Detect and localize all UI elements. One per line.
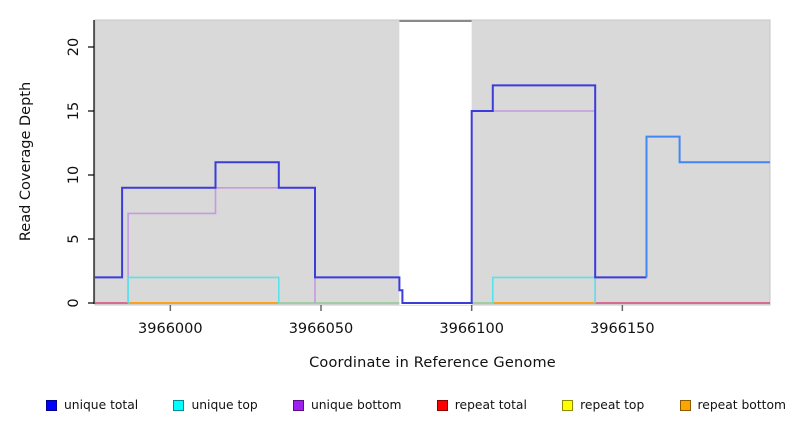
legend-label: unique top (191, 398, 258, 412)
y-tick-label: 0 (66, 298, 82, 307)
series-unique-top-right (491, 276, 597, 303)
legend-item-unique-bottom: unique bottom (292, 398, 402, 412)
chart-legend: unique total unique top unique bottom repea… (46, 398, 786, 412)
legend-swatch-icon (46, 399, 57, 411)
legend-label: unique bottom (310, 398, 402, 412)
y-tick-label: 20 (66, 38, 82, 56)
legend-label: repeat top (580, 398, 645, 412)
gap-band (399, 20, 472, 305)
series-unique-top-left (127, 276, 280, 303)
x-tick-label: 3966000 (138, 321, 203, 337)
legend-swatch-icon (562, 399, 574, 411)
legend-item-repeat-total: repeat total (436, 398, 527, 412)
legend-swatch-icon (679, 399, 691, 411)
x-axis-title: Coordinate in Reference Genome (309, 355, 556, 371)
legend-item-repeat-bottom: repeat bottom (679, 398, 786, 412)
y-tick-label: 5 (66, 234, 82, 243)
series-unique-total-far-right (645, 135, 770, 278)
x-tick-label: 3966050 (289, 321, 354, 337)
legend-item-repeat-top: repeat top (562, 398, 644, 412)
legend-item-unique-total: unique total (46, 398, 138, 412)
y-tick-label: 15 (66, 102, 82, 120)
plot-area: 0 5 10 15 20 Read Coverage Depth 3966000 396605… (18, 19, 771, 337)
legend-swatch-icon (436, 399, 448, 411)
legend-label: repeat bottom (697, 398, 786, 412)
legend-label: unique total (64, 398, 139, 412)
x-tick-label: 3966150 (590, 321, 655, 337)
y-tick-label: 10 (66, 166, 82, 184)
legend-item-unique-top: unique top (173, 398, 258, 412)
series-unique-total-main (95, 84, 647, 304)
y-axis-title: Read Coverage Depth (18, 82, 34, 241)
legend-swatch-icon (292, 399, 304, 411)
legend-label: repeat total (454, 398, 527, 412)
legend-swatch-icon (173, 399, 185, 411)
x-tick-label: 3966100 (439, 321, 504, 337)
